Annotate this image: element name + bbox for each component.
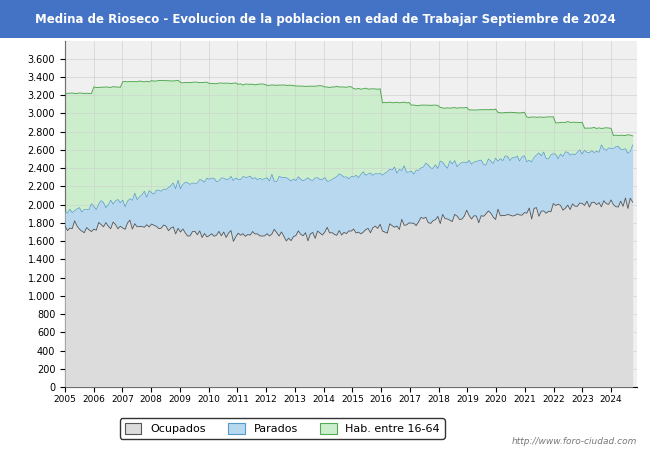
Text: Medina de Rioseco - Evolucion de la poblacion en edad de Trabajar Septiembre de : Medina de Rioseco - Evolucion de la pobl… [34,13,616,26]
Text: http://www.foro-ciudad.com: http://www.foro-ciudad.com [512,436,637,446]
Legend: Ocupados, Parados, Hab. entre 16-64: Ocupados, Parados, Hab. entre 16-64 [120,418,445,439]
